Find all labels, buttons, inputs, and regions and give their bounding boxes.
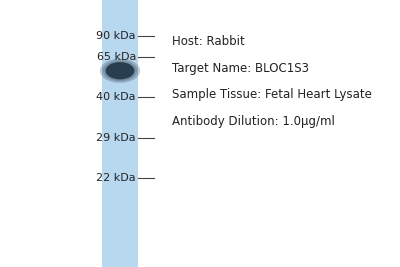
Text: 40 kDa: 40 kDa — [96, 92, 136, 103]
Text: Target Name: BLOC1S3: Target Name: BLOC1S3 — [172, 62, 309, 74]
Ellipse shape — [103, 60, 137, 81]
Text: 22 kDa: 22 kDa — [96, 172, 136, 183]
Text: 29 kDa: 29 kDa — [96, 132, 136, 143]
Text: 90 kDa: 90 kDa — [96, 31, 136, 41]
Text: Sample Tissue: Fetal Heart Lysate: Sample Tissue: Fetal Heart Lysate — [172, 88, 372, 101]
Text: 65 kDa: 65 kDa — [97, 52, 136, 62]
Text: Host: Rabbit: Host: Rabbit — [172, 35, 245, 48]
Text: Antibody Dilution: 1.0µg/ml: Antibody Dilution: 1.0µg/ml — [172, 115, 335, 128]
Ellipse shape — [106, 62, 134, 80]
Bar — [102, 0, 138, 267]
Ellipse shape — [100, 58, 140, 83]
